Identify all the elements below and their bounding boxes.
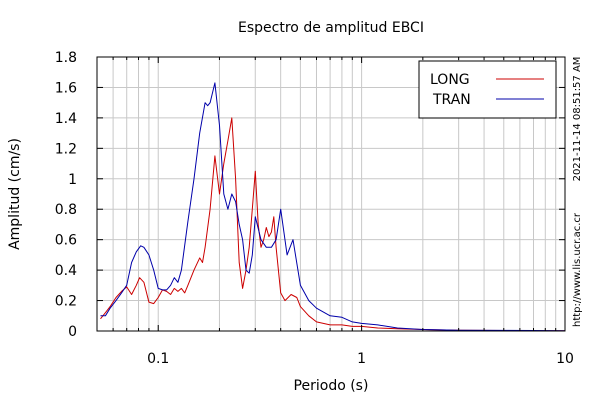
- legend: LONG TRAN: [418, 60, 557, 119]
- y-axis-label: Amplitud (cm/s): [7, 138, 23, 250]
- timestamp-label: 2021-11-14 08:51:57 AM: [572, 57, 583, 182]
- y-tick-label: 1.4: [55, 111, 77, 127]
- grid: [96, 56, 566, 332]
- y-tick-label: 0.4: [55, 263, 77, 279]
- x-tick-label: 10: [556, 351, 574, 367]
- y-tick-label: 0: [68, 324, 77, 340]
- chart-title: Espectro de amplitud EBCI: [238, 20, 424, 36]
- y-tick-label: 1: [68, 172, 77, 188]
- y-tick-label: 1.8: [55, 50, 77, 66]
- legend-label-tran: TRAN: [432, 92, 471, 108]
- x-tick-label: 0.1: [147, 351, 169, 367]
- y-tick-label: 0.2: [55, 294, 77, 310]
- tick-marks: [96, 56, 566, 332]
- y-tick-label: 1.2: [55, 141, 77, 157]
- source-url-label: http://www.lis.ucr.ac.cr: [572, 212, 583, 327]
- tick-labels: 0 0.2 0.4 0.6 0.8 1 1.2 1.4 1.6 1.8 0.1 1 10: [55, 50, 574, 367]
- y-tick-label: 0.8: [55, 202, 77, 218]
- x-axis-label: Periodo (s): [294, 378, 369, 394]
- y-tick-label: 0.6: [55, 233, 77, 249]
- series-lines: [100, 82, 566, 332]
- legend-label-long: LONG: [430, 72, 470, 88]
- series-line-tran: [100, 82, 566, 332]
- series-line-long: [100, 117, 566, 332]
- legend-box: [418, 60, 557, 119]
- plot-frame: [96, 56, 566, 332]
- x-tick-label: 1: [357, 351, 366, 367]
- y-tick-label: 1.6: [55, 80, 77, 96]
